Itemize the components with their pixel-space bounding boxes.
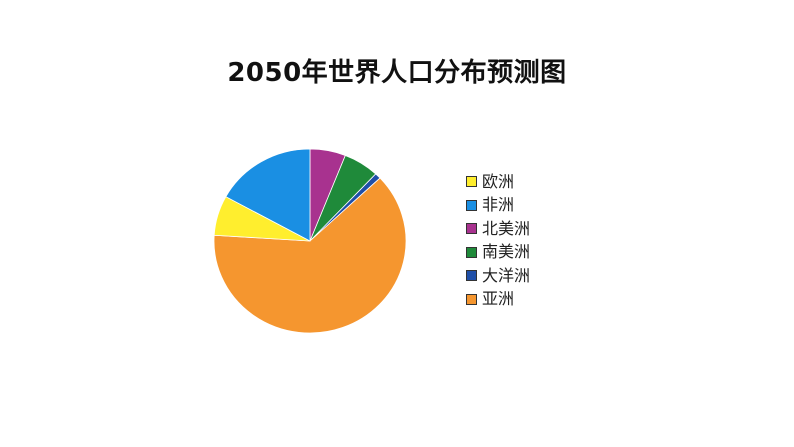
legend-label: 非洲 bbox=[482, 195, 515, 215]
legend-item: 欧洲 bbox=[466, 170, 586, 194]
pie-slice-非洲 bbox=[225, 148, 311, 242]
legend-item: 非洲 bbox=[466, 194, 586, 218]
legend-swatch bbox=[466, 223, 477, 235]
legend-swatch bbox=[466, 270, 477, 282]
pie-slice-亚洲 bbox=[213, 177, 407, 334]
legend-swatch bbox=[466, 199, 477, 211]
legend-swatch bbox=[466, 246, 477, 258]
legend-item: 北美洲 bbox=[466, 217, 586, 241]
legend-swatch bbox=[466, 176, 477, 188]
legend-label: 北美洲 bbox=[482, 218, 531, 238]
legend-item: 大洋洲 bbox=[466, 264, 586, 288]
legend-label: 亚洲 bbox=[482, 289, 515, 309]
legend-label: 南美洲 bbox=[482, 242, 531, 262]
legend-label: 欧洲 bbox=[482, 171, 515, 191]
legend-item: 南美洲 bbox=[466, 241, 586, 265]
legend-item: 亚洲 bbox=[466, 288, 586, 312]
chart-title: 2050年世界人口分布预测图 bbox=[227, 58, 567, 88]
pie-chart bbox=[213, 148, 407, 334]
legend: 欧洲非洲北美洲南美洲大洋洲亚洲 bbox=[466, 170, 586, 310]
legend-swatch bbox=[466, 293, 477, 305]
legend-label: 大洋洲 bbox=[482, 265, 531, 285]
